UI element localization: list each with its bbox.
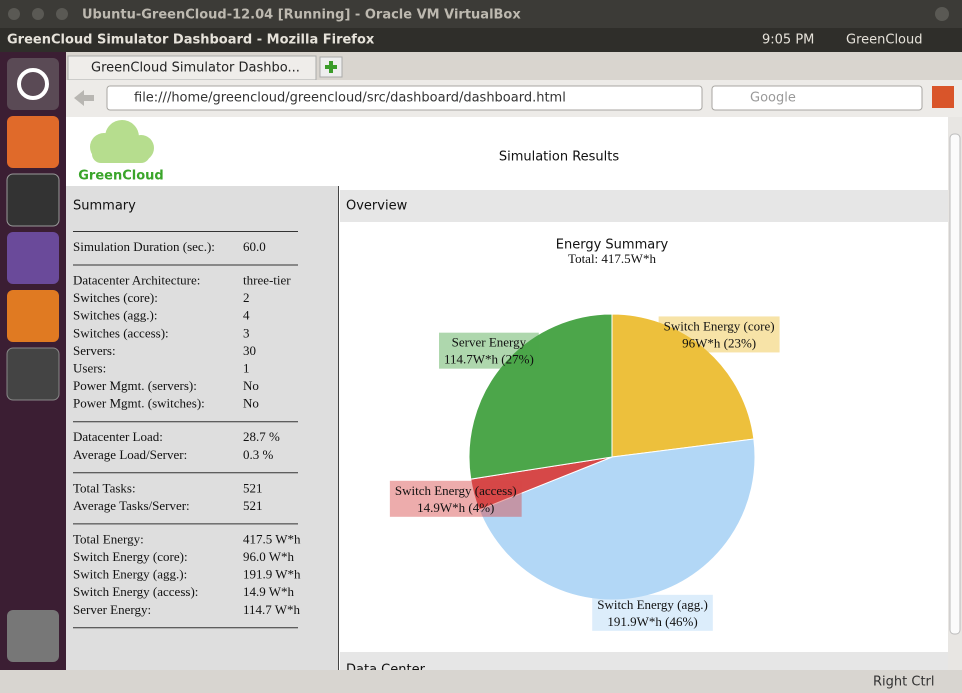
slice-label: Server Energy 114.7W*h (27%) — [439, 332, 539, 369]
search-box[interactable] — [711, 85, 923, 111]
summary-value: 521 — [243, 498, 263, 513]
summary-label: Datacenter Load: — [73, 429, 163, 444]
page-title: Simulation Results — [499, 150, 620, 165]
summary-value: 60.0 — [243, 239, 266, 254]
summary-label: Switch Energy (access): — [73, 584, 198, 599]
slice-label-name: Switch Energy (access) — [395, 483, 517, 498]
summary-label: Switch Energy (agg.): — [73, 567, 187, 582]
summary-label: Power Mgmt. (switches): — [73, 396, 205, 411]
launcher-icon[interactable] — [6, 173, 60, 227]
summary-value: 3 — [243, 325, 250, 340]
summary-label: Simulation Duration (sec.): — [73, 239, 215, 254]
summary-value: 14.9 W*h — [243, 584, 295, 599]
window-menu[interactable] — [935, 7, 949, 21]
summary-value: 521 — [243, 480, 263, 495]
pie-slice — [611, 313, 755, 458]
overview-heading: Overview — [346, 199, 408, 214]
clock: 9:05 PM — [762, 33, 814, 48]
summary-value: three-tier — [243, 272, 291, 287]
slice-label: Switch Energy (access) 14.9W*h (4%) — [389, 480, 522, 517]
trash-icon[interactable] — [7, 610, 59, 662]
launcher-icon[interactable] — [6, 347, 60, 401]
summary-value: 0.3 % — [243, 447, 274, 462]
summary-label: Datacenter Architecture: — [73, 272, 200, 287]
url: file:///home/greencloud/greencloud/src/d… — [134, 91, 566, 106]
launcher-icon[interactable] — [7, 290, 59, 342]
summary-label: Switch Energy (core): — [73, 549, 188, 564]
summary-label: Average Tasks/Server: — [73, 498, 190, 513]
launcher-icon[interactable] — [7, 116, 59, 168]
logo — [90, 120, 154, 163]
slice-label-bg — [592, 594, 713, 631]
summary-value: 30 — [243, 343, 256, 358]
summary-label: Switches (core): — [73, 290, 158, 305]
summary-value: 114.7 W*h — [243, 602, 301, 617]
slice-label-bg — [658, 316, 780, 353]
maximize-button[interactable] — [56, 8, 68, 20]
host-key: Right Ctrl — [873, 675, 935, 690]
launcher-icon[interactable] — [7, 58, 59, 110]
summary-label: Total Tasks: — [73, 480, 136, 495]
logo-text: GreenCloud — [78, 169, 163, 184]
back-button[interactable] — [74, 90, 94, 106]
summary-label: Power Mgmt. (servers): — [73, 378, 197, 393]
status-bar — [0, 670, 962, 693]
launcher-icon[interactable] — [7, 232, 59, 284]
summary-value: 28.7 % — [243, 429, 280, 444]
summary-value: No — [243, 396, 259, 411]
summary-label: Total Energy: — [73, 531, 144, 546]
app-title: GreenCloud Simulator Dashboard - Mozilla… — [7, 33, 375, 48]
chart-subtitle: Total: 417.5W*h — [568, 251, 656, 266]
summary-value: 4 — [243, 308, 250, 323]
slice-label-value: 114.7W*h (27%) — [444, 352, 534, 367]
close-button[interactable] — [8, 8, 20, 20]
summary-value: 1 — [243, 360, 250, 375]
summary-label: Users: — [73, 360, 106, 375]
search-placeholder: Google — [750, 91, 796, 106]
slice-label-name: Switch Energy (agg.) — [597, 597, 708, 612]
summary-heading: Summary — [73, 199, 136, 214]
slice-label: Switch Energy (agg.) 191.9W*h (46%) — [592, 594, 713, 631]
slice-label: Switch Energy (core) 96W*h (23%) — [658, 316, 780, 353]
pie-slice — [478, 438, 756, 601]
summary-label: Servers: — [73, 343, 116, 358]
pie-slice — [468, 313, 613, 480]
slice-label-name: Server Energy — [452, 335, 527, 350]
slice-label-value: 14.9W*h (4%) — [417, 500, 494, 515]
slice-label-value: 96W*h (23%) — [682, 335, 756, 350]
summary-value: 417.5 W*h — [243, 531, 301, 546]
scroll-thumb[interactable] — [949, 133, 961, 635]
tab-title: GreenCloud Simulator Dashbo... — [91, 61, 300, 76]
home-button[interactable] — [932, 86, 954, 108]
summary-value: 191.9 W*h — [243, 567, 301, 582]
slice-label-value: 191.9W*h (46%) — [607, 614, 697, 629]
summary-label: Switches (access): — [73, 325, 169, 340]
url-bar[interactable] — [106, 85, 703, 111]
ubuntu-icon — [17, 68, 49, 100]
summary-value: 2 — [243, 290, 250, 305]
vm-title: Ubuntu-GreenCloud-12.04 [Running] - Orac… — [82, 8, 521, 23]
summary-label: Average Load/Server: — [73, 447, 187, 462]
overview-heading-bar — [340, 190, 948, 222]
summary-label: Switches (agg.): — [73, 308, 157, 323]
slice-label-bg — [439, 332, 539, 369]
content-layer: Simulation Duration (sec.): 60.0 Datacente… — [73, 231, 780, 631]
plus-icon — [325, 61, 337, 73]
slice-label-name: Switch Energy (core) — [664, 318, 775, 333]
chart-title: Energy Summary — [556, 238, 669, 253]
summary-value: 96.0 W*h — [243, 549, 295, 564]
summary-panel — [66, 186, 338, 670]
slice-label-bg — [389, 480, 522, 517]
top-panel — [0, 28, 962, 52]
data-center-heading-bar — [340, 652, 948, 670]
summary-value: No — [243, 378, 259, 393]
summary-label: Server Energy: — [73, 602, 151, 617]
minimize-button[interactable] — [32, 8, 44, 20]
user-menu[interactable]: GreenCloud — [846, 33, 923, 48]
vm-title-bar — [0, 0, 962, 28]
